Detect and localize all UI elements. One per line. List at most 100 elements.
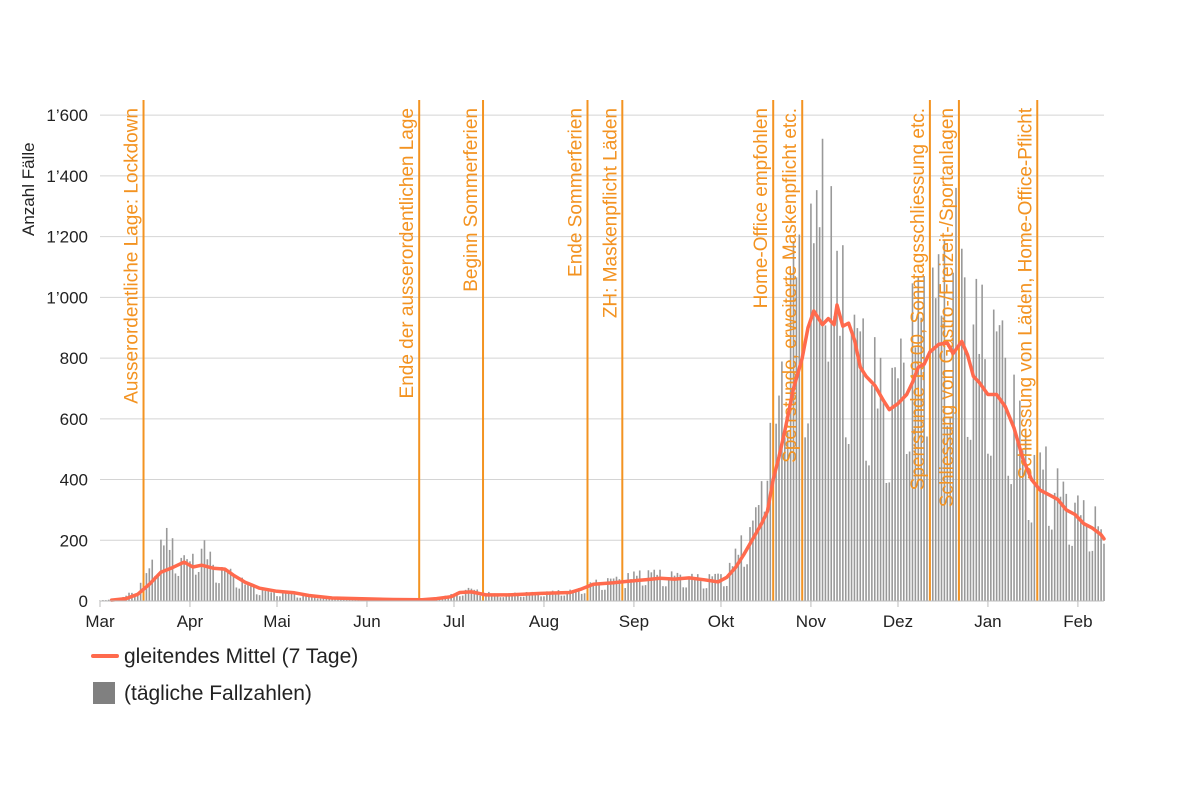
gridlines: [100, 114, 1104, 541]
y-axis-title: Anzahl Fälle: [19, 142, 38, 236]
daily-case-bar: [833, 316, 835, 601]
daily-case-bar: [836, 250, 838, 602]
daily-case-bar: [580, 593, 583, 601]
event-label: Ende der ausserordentlichen Lage: [397, 108, 418, 398]
daily-case-bar: [569, 589, 571, 601]
event-label: Ende Sommerferien: [565, 108, 586, 277]
daily-case-bar: [302, 595, 304, 601]
x-tick-label: Nov: [796, 612, 827, 631]
daily-case-bar: [984, 359, 986, 601]
daily-case-bar: [279, 596, 281, 601]
daily-case-bar: [107, 599, 110, 601]
daily-case-bar: [522, 596, 525, 601]
daily-case-bar: [572, 590, 574, 601]
daily-case-bar: [186, 559, 188, 601]
axes: 0 200 400 600 800 1’000 1’200 1’400 1’600 Mar Apr M…: [46, 106, 1104, 631]
daily-case-bar: [775, 423, 777, 601]
daily-case-bar: [853, 314, 856, 601]
event-label: Ausserordentliche Lage: Lockdown: [122, 108, 143, 404]
daily-case-bar: [784, 437, 786, 601]
daily-case-bar: [534, 592, 537, 601]
daily-case-bar: [287, 593, 290, 601]
daily-case-bar: [1082, 500, 1085, 601]
daily-case-bar: [876, 408, 879, 601]
daily-bars: [99, 138, 1105, 602]
y-tick-label: 600: [60, 410, 88, 429]
event-label: Sperrstunde 19.00, Sonntagsschliessung e…: [908, 108, 929, 490]
daily-case-bar: [644, 585, 647, 601]
daily-case-bar: [670, 571, 673, 601]
daily-case-bar: [856, 328, 859, 601]
daily-case-bar: [839, 335, 841, 601]
daily-case-bar: [1074, 502, 1076, 601]
daily-case-bar: [1016, 442, 1018, 601]
daily-case-bar: [1062, 481, 1065, 601]
daily-case-bar: [247, 582, 249, 601]
daily-case-bar: [682, 587, 685, 601]
daily-case-bar: [1088, 551, 1091, 601]
daily-case-bar: [653, 569, 656, 601]
daily-case-bar: [1103, 543, 1105, 601]
daily-case-bar: [656, 574, 658, 601]
daily-case-bar: [136, 593, 139, 601]
daily-case-bar: [276, 596, 278, 601]
daily-case-bar: [908, 451, 911, 601]
daily-case-bar: [502, 597, 505, 601]
daily-case-bar: [685, 587, 687, 601]
daily-case-bar: [691, 573, 693, 601]
daily-case-bar: [311, 595, 313, 601]
daily-case-bar: [990, 455, 992, 601]
moving-average-path: [109, 303, 1106, 602]
daily-case-bar: [563, 595, 566, 601]
daily-case-bar: [679, 574, 682, 601]
daily-case-bar: [612, 578, 615, 601]
daily-case-bar: [842, 245, 844, 601]
daily-case-bar: [781, 361, 783, 601]
daily-case-bar: [598, 582, 600, 601]
daily-case-bar: [601, 589, 603, 601]
daily-case-bar: [940, 315, 943, 601]
daily-case-bar: [821, 138, 824, 601]
daily-case-bar: [485, 593, 487, 601]
daily-case-bar: [633, 571, 635, 601]
daily-case-bar: [961, 248, 963, 601]
daily-case-bar: [641, 585, 644, 601]
daily-case-bar: [1059, 496, 1062, 601]
daily-case-bar: [200, 548, 203, 601]
daily-case-bar: [818, 227, 821, 601]
daily-case-bar: [261, 589, 264, 601]
daily-case-bar: [1068, 544, 1070, 601]
daily-case-bar: [221, 567, 223, 601]
daily-case-bar: [757, 505, 760, 601]
daily-case-bar: [737, 554, 740, 601]
daily-case-bar: [824, 325, 827, 601]
daily-case-bar: [987, 453, 989, 601]
daily-case-bar: [1033, 454, 1036, 601]
daily-case-bar: [525, 591, 528, 601]
daily-case-bar: [705, 588, 708, 601]
daily-case-bar: [461, 595, 464, 601]
daily-case-bar: [708, 574, 711, 601]
daily-case-bar: [438, 599, 441, 601]
daily-case-bar: [618, 579, 621, 601]
daily-case-bar: [517, 594, 519, 601]
daily-case-bar: [607, 578, 609, 601]
daily-case-bar: [583, 593, 586, 601]
daily-case-bar: [943, 239, 946, 602]
daily-case-bar: [543, 596, 545, 601]
daily-case-bar: [1007, 475, 1010, 601]
daily-case-bar: [673, 575, 676, 601]
daily-case-bar: [1100, 529, 1102, 601]
daily-case-bar: [720, 574, 722, 601]
daily-case-bar: [154, 575, 156, 601]
daily-case-bar: [1091, 550, 1094, 601]
daily-case-bar: [795, 277, 798, 601]
daily-case-bar: [1045, 446, 1047, 601]
daily-case-bar: [180, 557, 183, 601]
daily-case-bar: [296, 597, 299, 601]
x-tick-label: Mar: [85, 612, 115, 631]
daily-case-bar: [258, 595, 261, 601]
daily-case-bar: [946, 425, 949, 601]
daily-case-bar: [566, 591, 568, 601]
daily-case-bar: [754, 507, 757, 601]
